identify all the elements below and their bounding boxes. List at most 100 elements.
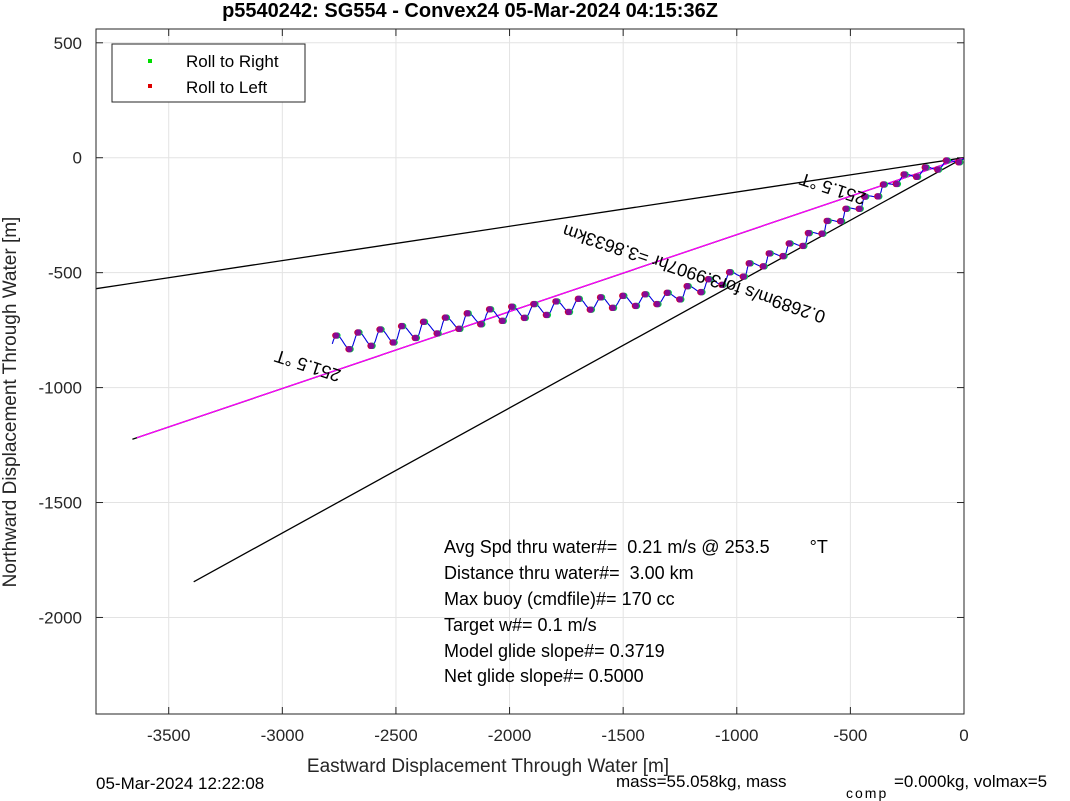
roll-overlap-marker (609, 304, 617, 312)
stat-model-glide-slope: Model glide slope#= 0.3719 (444, 641, 665, 661)
roll-overlap-marker (390, 339, 397, 346)
y-tick-label: 0 (73, 149, 82, 168)
x-tick-label: 0 (959, 726, 968, 745)
roll-overlap-marker (740, 273, 748, 280)
roll-overlap-marker (456, 325, 463, 333)
x-tick-label: -500 (833, 726, 867, 745)
roll-overlap-marker (575, 295, 583, 303)
x-tick-label: -1000 (715, 726, 758, 745)
reference-lines (95, 157, 965, 583)
x-tick-label: -2000 (488, 726, 531, 745)
roll-overlap-marker (819, 230, 826, 237)
legend-marker-right (148, 59, 152, 63)
roll-overlap-marker (800, 242, 807, 250)
footer: 05-Mar-2024 12:22:08 mass=55.058kg, mass… (96, 772, 1047, 801)
roll-overlap-marker (760, 263, 767, 270)
axis-ticks: -3500 -3000 -2500 -2000 -1500 -1000 -500 0 500 0 -… (39, 29, 969, 745)
x-axis-label: Eastward Displacement Through Water [m] (307, 756, 669, 777)
stat-net-glide-slope: Net glide slope#= 0.5000 (444, 666, 644, 686)
roll-overlap-marker (543, 311, 551, 319)
roll-overlap-marker (486, 306, 494, 313)
roll-overlap-marker (654, 300, 661, 308)
roll-overlap-marker (333, 332, 340, 339)
y-tick-label: -2000 (39, 608, 82, 627)
roll-overlap-marker (565, 308, 573, 316)
legend-label-left: Roll to Left (186, 78, 268, 97)
roll-overlap-marker (719, 281, 726, 289)
roll-overlap-marker (442, 314, 450, 321)
legend-marker-left (148, 84, 152, 88)
footer-volmax: =0.000kg, volmax=5 (894, 772, 1047, 791)
roll-overlap-marker (943, 157, 951, 164)
roll-overlap-marker (880, 181, 888, 188)
roll-overlap-marker (746, 260, 753, 267)
y-tick-label: -1000 (39, 379, 82, 398)
x-tick-label: -3000 (261, 726, 304, 745)
reference-line (95, 157, 965, 290)
roll-overlap-marker (934, 166, 942, 173)
footer-comp-subscript: comp (846, 785, 888, 801)
roll-overlap-marker (786, 240, 793, 247)
plot-area-frame (95, 28, 965, 715)
roll-overlap-marker (509, 303, 516, 310)
y-tick-label: -1500 (39, 494, 82, 513)
stat-avg-speed: Avg Spd thru water#= 0.21 m/s @ 253.5 °T (444, 537, 828, 557)
footer-mass: mass=55.058kg, mass (616, 772, 787, 791)
roll-overlap-marker (766, 250, 773, 257)
roll-overlap-marker (677, 296, 684, 303)
roll-overlap-marker (901, 171, 908, 178)
stat-distance: Distance thru water#= 3.00 km (444, 563, 694, 583)
x-tick-label: -3500 (147, 726, 190, 745)
x-tick-label: -1500 (601, 726, 644, 745)
roll-overlap-marker (553, 298, 560, 305)
roll-overlap-marker (922, 164, 929, 171)
roll-overlap-marker (705, 276, 713, 283)
roll-overlap-marker (398, 322, 406, 330)
roll-overlap-marker (620, 292, 627, 300)
roll-overlap-marker (642, 291, 649, 298)
legend: Roll to Right Roll to Left (111, 43, 306, 103)
roll-overlap-marker (875, 193, 882, 200)
footer-timestamp: 05-Mar-2024 12:22:08 (96, 774, 264, 793)
roll-overlap-marker (355, 329, 362, 336)
roll-overlap-marker (597, 294, 605, 301)
roll-overlap-marker (499, 317, 506, 325)
roll-overlap-marker (587, 306, 595, 313)
roll-overlap-marker (837, 218, 845, 225)
roll-overlap-marker (531, 300, 538, 308)
stat-target-w: Target w#= 0.1 m/s (444, 615, 597, 635)
roll-overlap-marker (368, 342, 375, 350)
roll-overlap-marker (464, 310, 471, 317)
roll-overlap-marker (420, 318, 428, 326)
legend-label-right: Roll to Right (186, 52, 279, 71)
roll-overlap-marker (684, 282, 691, 290)
roll-overlap-marker (913, 173, 921, 181)
stat-max-buoy: Max buoy (cmdfile)#= 170 cc (444, 589, 675, 609)
roll-overlap-marker (856, 205, 863, 212)
track-line (331, 157, 965, 350)
roll-overlap-marker (843, 205, 850, 212)
roll-overlap-marker (780, 252, 787, 260)
y-tick-label: -500 (48, 264, 82, 283)
roll-overlap-marker (632, 302, 640, 310)
roll-overlap-marker (664, 289, 671, 296)
roll-overlap-marker (377, 326, 384, 333)
roll-overlap-marker (412, 334, 420, 342)
roll-overlap-marker (893, 180, 901, 188)
chart-title: p5540242: SG554 - Convex24 05-Mar-2024 0… (222, 0, 718, 22)
x-tick-label: -2500 (374, 726, 417, 745)
reference-line (193, 157, 965, 583)
reference-line (136, 157, 965, 439)
roll-overlap-marker (726, 269, 734, 276)
y-axis-label: Northward Displacement Through Water [m] (0, 217, 21, 588)
roll-overlap-marker (478, 321, 485, 328)
roll-overlap-marker (956, 159, 963, 166)
track (331, 157, 965, 353)
roll-overlap-marker (346, 345, 353, 353)
legend-box (111, 43, 306, 103)
roll-overlap-marker (434, 330, 441, 337)
roll-overlap-marker (521, 314, 529, 322)
roll-overlap-marker (824, 217, 831, 225)
stats-block: Avg Spd thru water#= 0.21 m/s @ 253.5 °T… (444, 537, 828, 686)
